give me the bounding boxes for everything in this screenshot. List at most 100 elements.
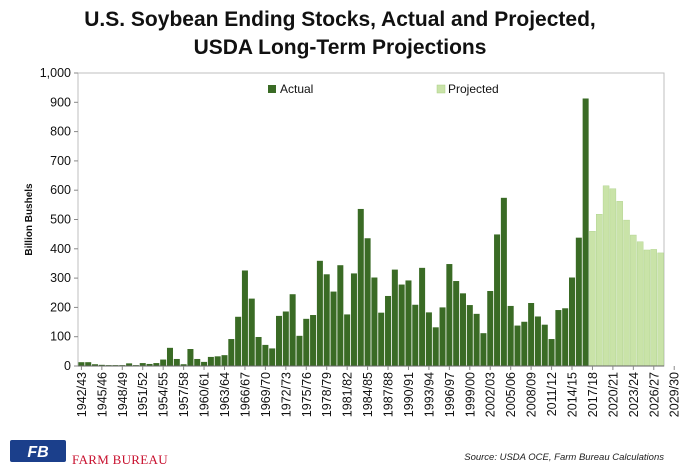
bar-projected <box>616 201 623 367</box>
x-tick-label: 1972/73 <box>279 372 293 417</box>
logo-letters: FB <box>27 444 48 461</box>
bar-actual <box>269 348 276 366</box>
bar-actual <box>391 269 398 366</box>
bar-actual <box>146 363 153 366</box>
bar-actual <box>398 284 405 366</box>
y-tick-label: 800 <box>50 125 71 139</box>
bar-projected <box>650 249 657 367</box>
bar-actual <box>378 312 385 366</box>
x-tick-label: 1942/43 <box>75 372 89 417</box>
x-tick-label: 1960/61 <box>198 372 212 417</box>
bar-actual <box>160 359 167 366</box>
x-tick-label: 1999/00 <box>463 372 477 417</box>
x-tick-label: 1945/46 <box>95 372 109 417</box>
x-tick-label: 1966/67 <box>238 372 252 417</box>
x-tick-label: 2005/06 <box>504 372 518 417</box>
farm-bureau-logo-icon: FB <box>10 440 66 462</box>
bar-actual <box>173 358 180 366</box>
bar-actual <box>323 274 330 366</box>
bar-actual <box>316 260 323 366</box>
bar-actual <box>534 316 541 366</box>
bar-actual <box>201 361 208 366</box>
y-tick-label: 0 <box>64 359 71 373</box>
bar-actual <box>521 321 528 366</box>
legend-label-actual: Actual <box>280 82 313 96</box>
bar-actual <box>126 363 133 366</box>
bar-projected <box>589 231 596 367</box>
bar-projected <box>602 185 610 367</box>
y-axis-title: Billion Bushels <box>24 183 35 256</box>
y-tick-label: 500 <box>50 213 71 227</box>
x-tick-label: 1951/52 <box>136 372 150 417</box>
bar-actual <box>310 315 317 366</box>
y-tick-label: 1,000 <box>40 66 71 80</box>
bar-actual <box>507 305 514 366</box>
bar-actual <box>337 265 344 366</box>
x-tick-label: 1954/55 <box>157 372 171 417</box>
bar-actual <box>350 273 357 366</box>
bar-actual <box>412 304 419 366</box>
bar-actual <box>371 277 378 366</box>
bar-projected <box>636 241 644 367</box>
x-tick-label: 2008/09 <box>525 372 539 417</box>
x-tick-label: 2026/27 <box>647 372 661 417</box>
bar-actual <box>289 294 296 366</box>
bar-actual <box>296 335 303 366</box>
bar-projected <box>643 249 651 367</box>
x-tick-label: 1957/58 <box>177 372 191 417</box>
bar-projected <box>623 219 630 367</box>
legend-swatch-actual <box>268 85 276 93</box>
bar-actual <box>248 298 255 366</box>
x-tick-label: 2017/18 <box>586 372 600 417</box>
bar-actual <box>207 356 214 366</box>
bar-actual <box>255 336 262 366</box>
bar-projected <box>609 188 617 367</box>
chart-title: U.S. Soybean Ending Stocks, Actual and P… <box>0 6 680 62</box>
x-tick-label: 2011/12 <box>545 372 559 416</box>
chart-title-line-1: U.S. Soybean Ending Stocks, Actual and P… <box>84 8 596 31</box>
bar-actual <box>480 333 487 366</box>
bar-actual <box>78 362 85 366</box>
bar-actual <box>330 291 337 366</box>
bar-actual <box>548 339 555 366</box>
bar-projected <box>630 234 637 367</box>
x-tick-label: 2020/21 <box>606 372 620 417</box>
bar-actual <box>153 363 160 366</box>
bar-actual <box>221 355 228 366</box>
bar-actual <box>276 315 283 366</box>
x-tick-label: 1987/88 <box>382 372 396 417</box>
bar-actual <box>514 325 521 366</box>
chart-title-line-2: USDA Long-Term Projections <box>193 36 487 59</box>
x-tick-label: 2002/03 <box>484 372 498 417</box>
bar-actual <box>473 313 480 366</box>
bar-actual <box>439 307 446 366</box>
legend-swatch-projected <box>436 84 446 94</box>
bar-actual <box>92 364 99 366</box>
x-tick-label: 1978/79 <box>320 372 334 417</box>
x-tick-label: 1981/82 <box>341 372 355 417</box>
bar-actual <box>528 303 535 366</box>
y-tick-label: 700 <box>50 154 71 168</box>
bar-actual <box>282 311 289 366</box>
x-tick-label: 2014/15 <box>566 372 580 417</box>
bar-actual <box>459 293 466 366</box>
brand-name: FARM BUREAU <box>72 452 168 467</box>
bar-actual <box>541 324 548 366</box>
bar-actual <box>562 308 569 366</box>
bar-actual <box>487 290 494 366</box>
bar-actual <box>364 238 371 366</box>
bar-actual <box>139 363 146 366</box>
source-note: Source: USDA OCE, Farm Bureau Calculatio… <box>464 452 664 463</box>
bar-actual <box>425 312 432 366</box>
bar-actual <box>555 310 562 366</box>
bar-actual <box>180 364 187 366</box>
bar-actual <box>344 314 351 366</box>
x-tick-label: 1993/94 <box>422 372 436 417</box>
y-tick-label: 300 <box>50 271 71 285</box>
bar-actual <box>494 234 501 366</box>
bar-actual <box>453 281 460 366</box>
bar-actual <box>187 349 194 366</box>
bar-actual <box>419 267 426 366</box>
x-tick-label: 1963/64 <box>218 372 232 417</box>
